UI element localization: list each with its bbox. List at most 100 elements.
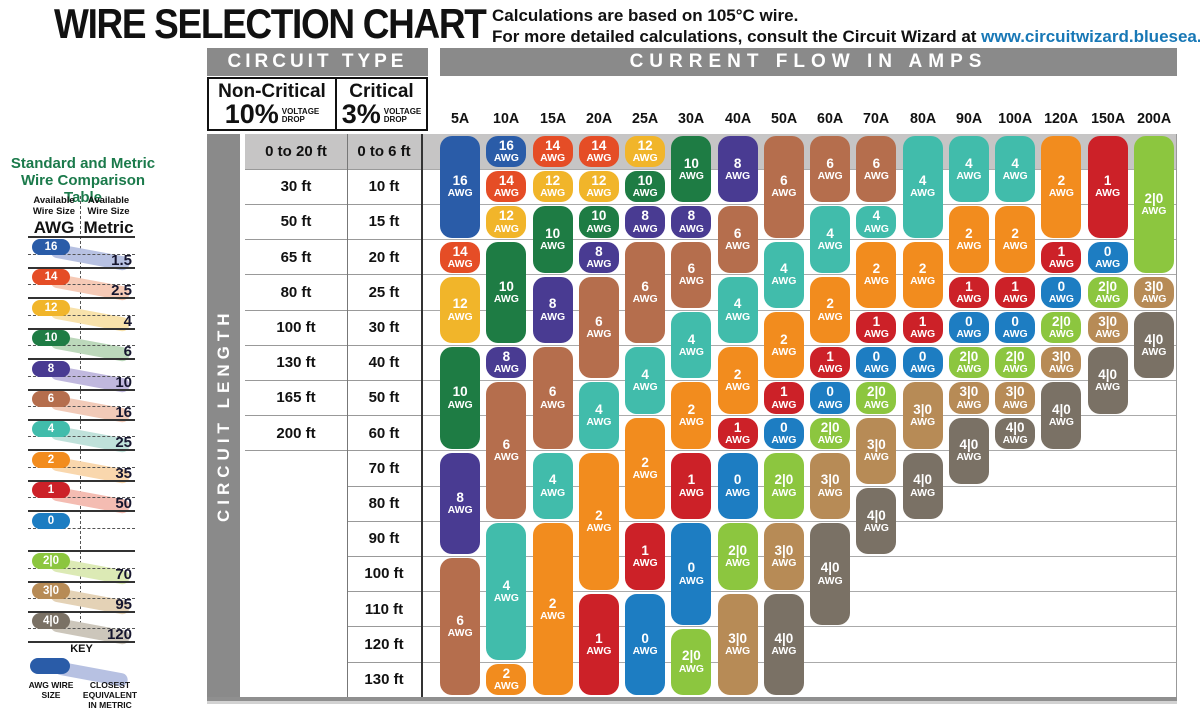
capsule-awg-suffix: AWG: [678, 345, 704, 358]
circuit-wizard-link[interactable]: www.circuitwizard.bluesea.com: [981, 26, 1200, 46]
table-bottom-bar: [207, 697, 1177, 702]
wire-capsule-80A-3|0: 3|0 AWG: [902, 382, 943, 449]
wire-capsule-90A-2|0: 2|0 AWG: [948, 347, 989, 379]
comparison-dashed-line: [28, 497, 135, 499]
length-critical-row: 40 ft: [368, 354, 400, 372]
capsule-awg-suffix: AWG: [863, 363, 889, 376]
wire-capsule-20A-1: 1 AWG: [578, 593, 619, 696]
capsule-awg-suffix: AWG: [1048, 363, 1074, 376]
capsule-awg-suffix: AWG: [725, 556, 751, 569]
capsule-awg-size: 3|0: [820, 472, 840, 488]
wire-capsule-30A-8: 8 AWG: [671, 206, 712, 238]
comparison-dashed-line: [28, 567, 135, 569]
capsule-awg-size: 8: [733, 155, 742, 171]
capsule-awg-suffix: AWG: [771, 275, 797, 288]
capsule-awg-size: 2|0: [1005, 349, 1025, 365]
capsule-awg-suffix: AWG: [956, 169, 982, 182]
capsule-awg-size: 3|0: [728, 630, 748, 646]
capsule-awg-size: 3|0: [1051, 349, 1071, 365]
comparison-awg-capsule-3|0: 3|0: [32, 583, 70, 599]
capsule-awg-size: 0: [918, 349, 927, 365]
capsule-awg-suffix: AWG: [540, 609, 566, 622]
wire-capsule-15A-2: 2 AWG: [532, 523, 573, 696]
wire-capsule-10A-8: 8 AWG: [486, 347, 527, 379]
comparison-solid-line: [28, 479, 135, 482]
length-non-critical-row: 80 ft: [280, 283, 312, 301]
amp-header-100A: 100A: [998, 110, 1033, 127]
capsule-awg-suffix: AWG: [540, 310, 566, 323]
capsule-awg-suffix: AWG: [725, 240, 751, 253]
capsule-awg-size: 2|0: [959, 349, 979, 365]
capsule-awg-size: 10: [637, 173, 653, 189]
wire-capsule-200A-2|0: 2|0 AWG: [1133, 136, 1174, 273]
comparison-solid-line: [28, 580, 135, 583]
capsule-awg-suffix: AWG: [910, 187, 936, 200]
capsule-awg-suffix: AWG: [447, 310, 473, 323]
capsule-awg-size: 2|0: [1051, 314, 1071, 329]
wire-capsule-120A-2: 2 AWG: [1041, 136, 1082, 238]
voltage-drop-label: VOLTAGE DROP: [383, 106, 422, 124]
critical-cell: Critical 3% VOLTAGE DROP: [337, 79, 426, 129]
capsule-awg-suffix: AWG: [1141, 345, 1167, 358]
amp-header-60A: 60A: [817, 110, 844, 127]
comparison-awg-capsule-14: 14: [32, 269, 70, 286]
length-critical-row: 60 ft: [368, 424, 400, 442]
comparison-metric-value: 10: [115, 373, 132, 391]
length-critical-row: 25 ft: [368, 283, 400, 301]
capsule-awg-size: 1: [1103, 173, 1112, 189]
label-row-line: [245, 450, 421, 452]
amp-header-25A: 25A: [632, 110, 659, 127]
comparison-dashed-line: [28, 527, 135, 529]
capsule-awg-suffix: AWG: [1095, 257, 1121, 270]
capsule-awg-suffix: AWG: [586, 222, 612, 235]
circuit-length-label: CIRCUIT LENGTH: [214, 308, 233, 523]
capsule-awg-suffix: AWG: [817, 363, 843, 376]
capsule-awg-suffix: AWG: [447, 398, 473, 411]
capsule-awg-size: 2|0: [681, 648, 701, 664]
capsule-awg-suffix: AWG: [493, 592, 519, 605]
wire-capsule-25A-1: 1 AWG: [625, 523, 666, 590]
wire-capsule-60A-0: 0 AWG: [810, 382, 851, 414]
wire-capsule-10A-12: 12 AWG: [486, 206, 527, 238]
comparison-metric-value: 4: [123, 312, 132, 330]
wire-capsule-70A-2: 2 AWG: [856, 241, 897, 308]
capsule-awg-size: 4: [872, 208, 881, 224]
label-row-line: [347, 661, 421, 663]
wire-capsule-25A-8: 8 AWG: [625, 206, 666, 238]
capsule-awg-suffix: AWG: [632, 187, 658, 200]
wire-capsule-50A-4|0: 4|0 AWG: [763, 593, 804, 696]
capsule-awg-size: 0: [965, 314, 973, 329]
capsule-awg-size: 4|0: [820, 560, 840, 576]
capsule-awg-size: 14: [452, 243, 468, 259]
wire-capsule-30A-10: 10 AWG: [671, 136, 712, 203]
length-non-critical-row: 100 ft: [276, 319, 316, 336]
capsule-awg-suffix: AWG: [956, 240, 982, 253]
capsule-awg-suffix: AWG: [910, 363, 936, 376]
label-row-line: [347, 485, 421, 487]
capsule-awg-suffix: AWG: [678, 486, 704, 499]
capsule-awg-size: 1: [918, 314, 927, 329]
capsule-awg-suffix: AWG: [678, 222, 704, 235]
wire-capsule-60A-4|0: 4|0 AWG: [810, 523, 851, 625]
capsule-awg-size: 4|0: [866, 507, 886, 523]
length-critical-row: 50 ft: [368, 389, 400, 407]
capsule-awg-size: 1: [965, 278, 973, 294]
capsule-awg-suffix: AWG: [910, 328, 936, 341]
capsule-awg-suffix: AWG: [447, 627, 473, 640]
capsule-awg-size: 12: [452, 296, 468, 312]
amp-header-15A: 15A: [539, 110, 566, 127]
capsule-awg-suffix: AWG: [771, 433, 797, 446]
capsule-awg-size: 0: [872, 349, 881, 365]
capsule-awg-size: 2: [826, 296, 834, 312]
wire-capsule-30A-1: 1 AWG: [671, 452, 712, 520]
capsule-awg-suffix: AWG: [863, 169, 889, 182]
capsule-awg-suffix: AWG: [1095, 380, 1121, 393]
comparison-solid-line: [28, 550, 135, 553]
subtitle-line1: Calculations are based on 105°C wire.: [492, 6, 799, 25]
awg-column-unit: AWG: [33, 218, 75, 237]
wire-capsule-70A-2|0: 2|0 AWG: [856, 382, 897, 414]
capsule-awg-suffix: AWG: [771, 644, 797, 657]
capsule-awg-size: 1: [687, 472, 696, 488]
comparison-solid-line: [28, 449, 135, 452]
